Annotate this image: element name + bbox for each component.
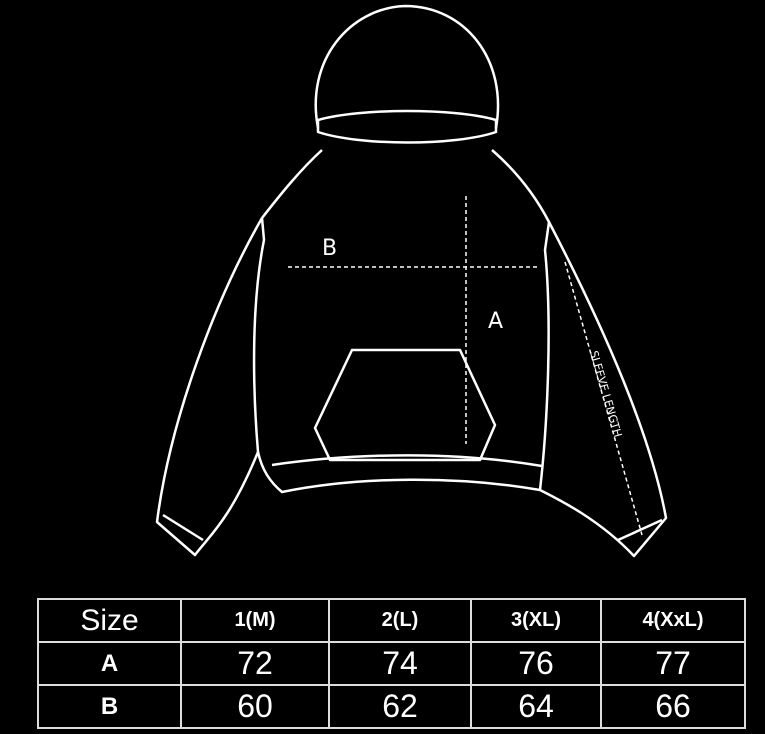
row-label: B — [37, 684, 182, 729]
cell: 74 — [328, 641, 472, 686]
size-table: Size 1(M) 2(L) 3(XL) 4(XxL) A 72 74 76 7… — [37, 598, 746, 729]
label-b: B — [322, 236, 337, 261]
left-cuff — [162, 513, 204, 542]
hood-opening — [316, 109, 498, 144]
body-hem — [256, 451, 541, 494]
header-3xl: 3(XL) — [470, 598, 602, 643]
cell: 66 — [600, 684, 746, 729]
cell: 62 — [328, 684, 472, 729]
right-sleeve — [538, 220, 668, 558]
header-row: Size 1(M) 2(L) 3(XL) 4(XxL) — [37, 598, 746, 643]
cell: 60 — [180, 684, 330, 729]
hood-outline — [314, 4, 500, 129]
hem-band — [271, 454, 543, 468]
row-label: A — [37, 641, 182, 686]
shoulder-right — [491, 149, 551, 223]
cell: 64 — [470, 684, 602, 729]
shoulder-left — [261, 149, 323, 219]
label-a: A — [488, 309, 503, 334]
cell: 76 — [470, 641, 602, 686]
label-sleeve-length: SLEEVE LENGTH — [587, 349, 624, 439]
pocket — [313, 348, 497, 462]
cell: 72 — [180, 641, 330, 686]
table-row: A 72 74 76 77 — [37, 641, 746, 686]
cell: 77 — [600, 641, 746, 686]
table-row: B 60 62 64 66 — [37, 684, 746, 729]
header-4xxl: 4(XxL) — [600, 598, 746, 643]
header-1m: 1(M) — [180, 598, 330, 643]
left-sleeve — [155, 217, 266, 557]
header-2l: 2(L) — [328, 598, 472, 643]
right-cuff — [617, 518, 663, 542]
header-size: Size — [37, 598, 182, 643]
sleeve-length-line — [564, 261, 643, 536]
hoodie-diagram: B A SLEEVE LENGTH — [155, 4, 668, 558]
